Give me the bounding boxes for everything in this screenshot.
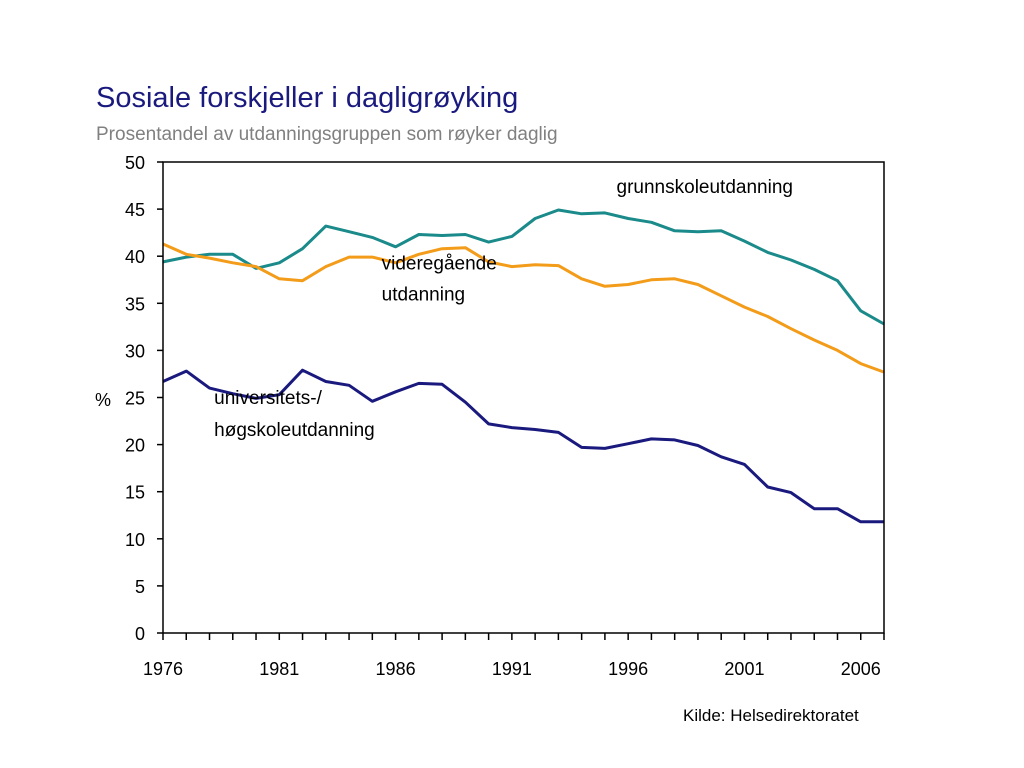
x-tick-label: 1996: [608, 659, 648, 679]
series-label-universitets-h-gskoleutdanning: universitets-/ høgskoleutdanning: [214, 388, 375, 441]
series-labels: grunnskoleutdanning videregående utdanning…: [214, 177, 793, 441]
y-tick-label: 40: [125, 247, 145, 267]
y-tick-label: 35: [125, 294, 145, 314]
y-tick-label: 5: [135, 577, 145, 597]
series-label-line: grunnskoleutdanning: [617, 177, 793, 198]
chart-title: Sosiale forskjeller i dagligrøyking: [96, 82, 519, 114]
x-axis: 1976 1981 1986 1991 1996 2001 2006: [143, 633, 885, 679]
x-tick-label: 1981: [259, 659, 299, 679]
y-tick-label: 0: [135, 624, 145, 644]
y-axis: 0 5 10 15 20 25 30 35 40 45 50: [125, 153, 163, 644]
series-line-grunnskoleutdanning: [162, 208, 885, 326]
y-tick-label: 15: [125, 483, 145, 503]
x-tick-label: 1991: [492, 659, 532, 679]
chart-subtitle: Prosentandel av utdanningsgruppen som rø…: [96, 124, 558, 145]
series-layer: [162, 208, 885, 524]
series-line-videreg-ende-utdanning: [162, 242, 885, 374]
series-label-videreg-ende-utdanning: videregående utdanning: [382, 253, 497, 305]
y-tick-label: 45: [125, 200, 145, 220]
x-tick-label: 1986: [376, 659, 416, 679]
x-tick-label: 2001: [724, 659, 764, 679]
series-label-line: høgskoleutdanning: [214, 420, 375, 441]
series-label-grunnskoleutdanning: grunnskoleutdanning: [617, 177, 793, 198]
y-tick-label: 25: [125, 389, 145, 409]
series-label-line: utdanning: [382, 284, 465, 305]
y-tick-label: 20: [125, 436, 145, 456]
y-tick-label: 50: [125, 153, 145, 173]
source-note: Kilde: Helsedirektoratet: [683, 706, 859, 725]
series-label-line: universitets-/: [214, 388, 322, 409]
y-tick-label: 30: [125, 341, 145, 361]
series-label-line: videregående: [382, 253, 497, 274]
x-tick-label: 2006: [841, 659, 881, 679]
series-line-universitets-h-gskoleutdanning: [162, 368, 884, 524]
x-tick-label: 1976: [143, 659, 183, 679]
y-axis-label: %: [95, 390, 111, 410]
y-tick-label: 10: [125, 530, 145, 550]
